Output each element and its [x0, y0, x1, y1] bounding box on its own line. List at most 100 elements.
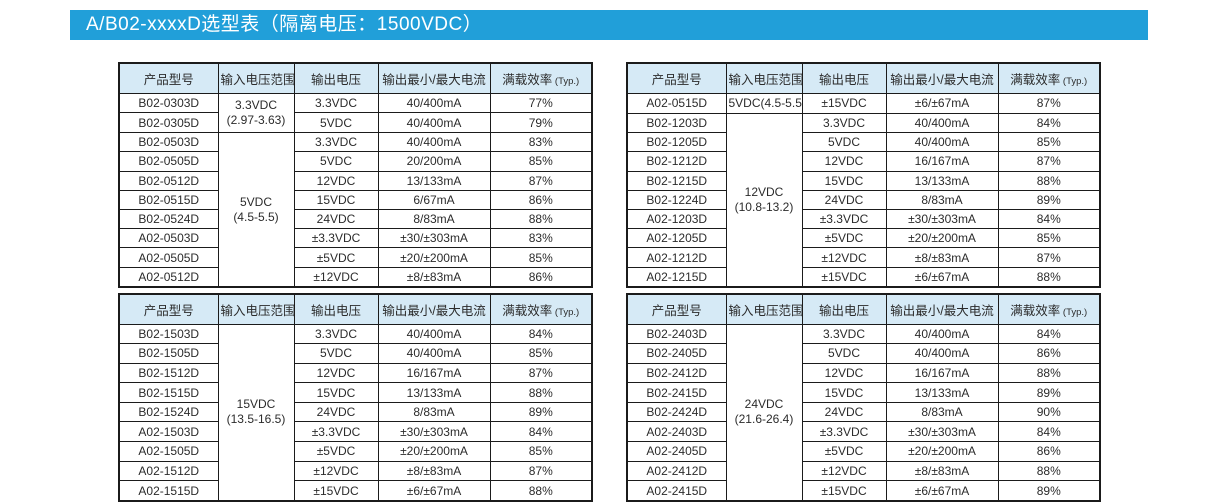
- output-voltage-cell: 3.3VDC: [801, 112, 887, 134]
- output-current-cell: 8/83mA: [885, 401, 999, 423]
- output-voltage-cell: 5VDC: [293, 112, 379, 134]
- efficiency-cell: 89%: [489, 401, 593, 423]
- column-header-sub: (Typ.): [1060, 306, 1088, 318]
- column-header: 输出电压: [801, 293, 887, 325]
- output-current-cell: ±20/±200mA: [885, 441, 999, 462]
- output-voltage-cell: ±15VDC: [801, 92, 887, 114]
- table-row: A02-1215D ±15VDC ±6/±67mA 88%: [626, 266, 1101, 288]
- model-cell: B02-1203D: [626, 112, 727, 134]
- efficiency-cell: 84%: [489, 421, 593, 443]
- column-header: 输出最小/最大电流: [885, 62, 999, 94]
- output-voltage-cell: ±3.3VDC: [801, 208, 887, 230]
- model-cell: A02-0505D: [118, 247, 219, 268]
- model-cell: B02-1224D: [626, 189, 727, 211]
- model-cell: A02-2403D: [626, 421, 727, 443]
- table-row: B02-2412D 12VDC 16/167mA 88%: [626, 362, 1101, 384]
- table-row: A02-0505D ±5VDC ±20/±200mA 85%: [118, 247, 593, 268]
- efficiency-cell: 88%: [997, 362, 1101, 384]
- model-cell: B02-1215D: [626, 170, 727, 191]
- column-header: 输出最小/最大电流: [377, 62, 491, 94]
- output-current-cell: 16/167mA: [377, 362, 491, 384]
- table-row: A02-2403D ±3.3VDC ±30/±303mA 84%: [626, 421, 1101, 443]
- output-current-cell: ±20/±200mA: [377, 247, 491, 268]
- output-current-cell: 16/167mA: [885, 151, 999, 172]
- table-row: B02-1215D 15VDC 13/133mA 88%: [626, 170, 1101, 191]
- output-voltage-cell: 15VDC: [801, 170, 887, 191]
- output-voltage-cell: ±12VDC: [293, 266, 379, 288]
- output-current-cell: 40/400mA: [377, 343, 491, 364]
- efficiency-cell: 84%: [997, 421, 1101, 443]
- output-voltage-cell: 24VDC: [293, 208, 379, 230]
- column-header: 产品型号: [118, 293, 219, 325]
- efficiency-cell: 84%: [997, 112, 1101, 134]
- efficiency-cell: 89%: [997, 382, 1101, 403]
- output-current-cell: ±20/±200mA: [377, 441, 491, 462]
- efficiency-cell: 87%: [997, 151, 1101, 172]
- output-current-cell: ±6/±67mA: [885, 92, 999, 114]
- table-row: B02-1515D 15VDC 13/133mA 88%: [118, 382, 593, 403]
- model-cell: A02-1203D: [626, 208, 727, 230]
- model-cell: A02-1515D: [118, 480, 219, 502]
- column-header: 输入电压范围: [725, 62, 803, 94]
- efficiency-cell: 77%: [489, 92, 593, 114]
- output-current-cell: 20/200mA: [377, 151, 491, 172]
- table-row: A02-1212D ±12VDC ±8/±83mA 87%: [626, 247, 1101, 268]
- section-title-bar: A/B02-xxxxD选型表（隔离电压：1500VDC）: [70, 10, 1148, 40]
- output-current-cell: ±8/±83mA: [885, 247, 999, 268]
- model-cell: A02-2412D: [626, 460, 727, 482]
- model-cell: B02-0524D: [118, 208, 219, 230]
- column-header-sub: (Typ.): [552, 75, 580, 87]
- table-row: B02-0303D 3.3VDC (2.97-3.63) 3.3VDC 40/400mA…: [118, 92, 593, 134]
- output-current-cell: 40/400mA: [885, 343, 999, 364]
- output-current-cell: 13/133mA: [377, 170, 491, 191]
- model-cell: B02-1503D: [118, 323, 219, 345]
- output-current-cell: ±6/±67mA: [885, 266, 999, 288]
- table-row: B02-1224D 24VDC 8/83mA 89%: [626, 189, 1101, 211]
- product-selection-table-bottom-right: 产品型号 输入电压范围 输出电压 输出最小/最大电流 满载效率 (Typ.) B02-2…: [626, 293, 1101, 502]
- table-row: A02-1205D ±5VDC ±20/±200mA 85%: [626, 228, 1101, 249]
- table-row: B02-1512D 12VDC 16/167mA 87%: [118, 362, 593, 384]
- table-row: B02-1212D 12VDC 16/167mA 87%: [626, 151, 1101, 172]
- efficiency-cell: 87%: [997, 247, 1101, 268]
- output-current-cell: ±30/±303mA: [377, 228, 491, 249]
- output-current-cell: ±8/±83mA: [377, 266, 491, 288]
- efficiency-cell: 85%: [489, 247, 593, 268]
- output-current-cell: 40/400mA: [377, 92, 491, 114]
- output-voltage-cell: 3.3VDC: [293, 323, 379, 345]
- efficiency-cell: 88%: [489, 382, 593, 403]
- efficiency-cell: 79%: [489, 112, 593, 134]
- output-voltage-cell: ±15VDC: [801, 480, 887, 502]
- output-current-cell: 40/400mA: [377, 112, 491, 134]
- output-voltage-cell: ±3.3VDC: [293, 421, 379, 443]
- product-selection-table-top-right: 产品型号 输入电压范围 输出电压 输出最小/最大电流 满载效率 (Typ.) A02-0…: [626, 62, 1101, 288]
- model-cell: A02-1505D: [118, 441, 219, 462]
- output-current-cell: 13/133mA: [885, 382, 999, 403]
- output-voltage-cell: 24VDC: [801, 189, 887, 211]
- model-cell: B02-0305D: [118, 112, 219, 134]
- table-row: A02-0503D ±3.3VDC ±30/±303mA 83%: [118, 228, 593, 249]
- output-current-cell: 40/400mA: [885, 323, 999, 345]
- table-row: B02-0503D 5VDC (4.5-5.5) 3.3VDC 40/400mA 83%: [118, 132, 593, 288]
- output-voltage-cell: 12VDC: [293, 362, 379, 384]
- table-row: B02-2415D 15VDC 13/133mA 89%: [626, 382, 1101, 403]
- model-cell: B02-2412D: [626, 362, 727, 384]
- output-voltage-cell: ±5VDC: [293, 247, 379, 268]
- output-voltage-cell: ±5VDC: [801, 228, 887, 249]
- efficiency-cell: 85%: [997, 228, 1101, 249]
- output-voltage-cell: 24VDC: [801, 401, 887, 423]
- column-header: 输入电压范围: [725, 293, 803, 325]
- column-header: 产品型号: [626, 62, 727, 94]
- output-voltage-cell: 15VDC: [293, 189, 379, 211]
- output-voltage-cell: 5VDC: [801, 132, 887, 153]
- table-row: A02-1505D ±5VDC ±20/±200mA 85%: [118, 441, 593, 462]
- table-row: A02-2415D ±15VDC ±6/±67mA 89%: [626, 480, 1101, 502]
- output-current-cell: 13/133mA: [377, 382, 491, 403]
- model-cell: B02-0512D: [118, 170, 219, 191]
- table-row: B02-1505D 5VDC 40/400mA 85%: [118, 343, 593, 364]
- model-cell: A02-1503D: [118, 421, 219, 443]
- efficiency-cell: 87%: [489, 170, 593, 191]
- output-current-cell: 40/400mA: [885, 112, 999, 134]
- efficiency-cell: 88%: [997, 170, 1101, 191]
- efficiency-cell: 89%: [997, 189, 1101, 211]
